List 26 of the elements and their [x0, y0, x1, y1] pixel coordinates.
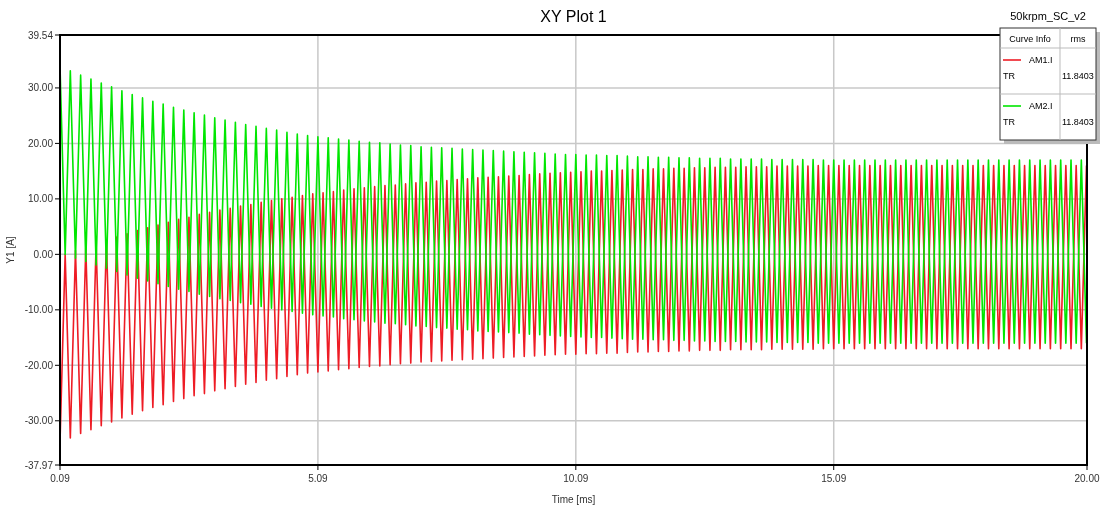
annotation: 11.8403: [1062, 71, 1094, 81]
x-tick-label: 20.00: [1074, 473, 1100, 484]
y-tick-label: 39.54: [27, 29, 54, 41]
y-tick-label: 10.00: [27, 193, 54, 205]
y-axis-title: Y1 [A]: [5, 236, 16, 264]
y-tick-label: 30.00: [27, 82, 54, 94]
x-tick-label: 0.09: [50, 473, 71, 484]
annotation: TR: [1003, 71, 1016, 81]
x-axis-title: Time [ms]: [551, 494, 596, 505]
x-tick-label: 15.09: [821, 473, 847, 484]
legend-label: AM1.I: [1029, 55, 1053, 65]
legend-title: Curve Info: [1009, 34, 1051, 44]
annotation: rms: [1070, 34, 1086, 44]
y-tick-label: -20.00: [24, 359, 54, 371]
y-tick-label: -10.00: [24, 304, 54, 316]
annotation: 11.8403: [1062, 117, 1094, 127]
chart-subtitle: 50krpm_SC_v2: [1010, 10, 1086, 22]
x-tick-label: 10.09: [563, 473, 589, 484]
y-tick-label: 20.00: [27, 137, 54, 149]
y-tick-label: -30.00: [24, 415, 54, 427]
annotation: TR: [1003, 117, 1016, 127]
x-tick-label: 5.09: [308, 473, 329, 484]
chart-title: XY Plot 1: [540, 8, 607, 25]
y-tick-label: 0.00: [33, 248, 54, 260]
legend-label: AM2.I: [1029, 101, 1053, 111]
y-tick-label: -37.97: [24, 459, 54, 471]
